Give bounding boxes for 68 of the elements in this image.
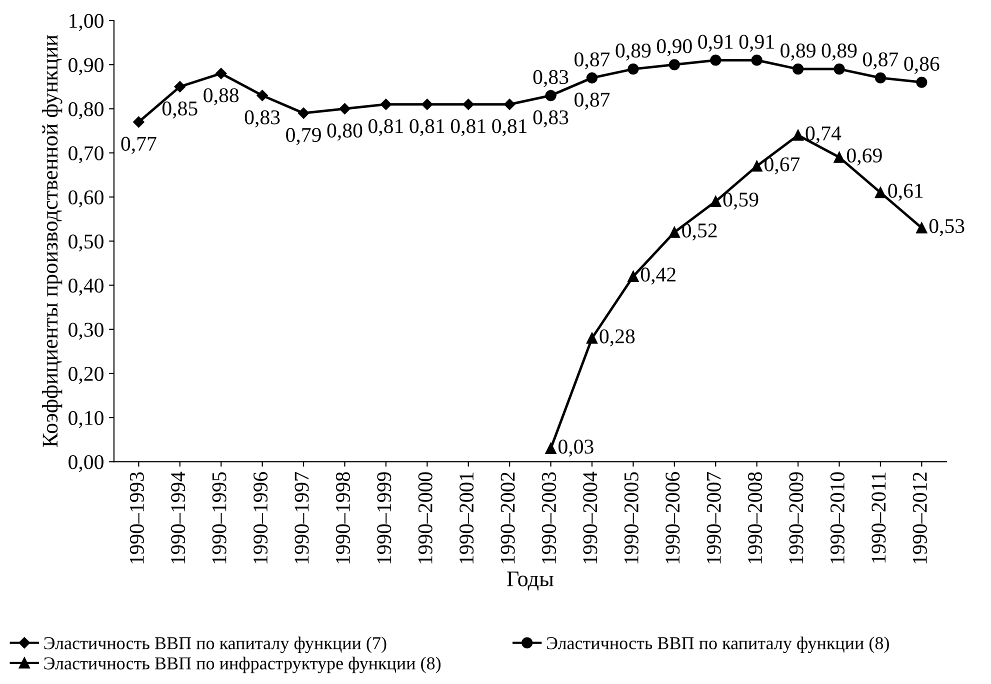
data-label: 0,86 (904, 56, 940, 74)
data-label: 0,69 (847, 148, 882, 166)
data-label: 0,81 (450, 119, 486, 136)
y-tick-label: 1,00 (70, 14, 104, 31)
data-label: 0,88 (204, 88, 239, 106)
x-tick-label: 1990–2009 (789, 472, 804, 564)
data-label: 0,74 (806, 126, 842, 144)
data-label: 0,53 (929, 219, 964, 236)
data-label: 0,67 (764, 157, 800, 174)
data-label: 0,28 (600, 329, 635, 346)
y-tick-label: 0,00 (68, 455, 104, 472)
data-label: 0,91 (739, 34, 774, 52)
x-tick-label: 1990–1993 (130, 472, 144, 564)
y-tick-label: 0,40 (68, 278, 104, 296)
data-label: 0,61 (888, 184, 923, 201)
x-tick-label: 1990–2001 (460, 472, 474, 564)
x-tick-label: 1990–1997 (294, 472, 309, 564)
x-tick-label: 1990–2012 (912, 472, 927, 564)
x-axis-title: Годы (507, 572, 554, 590)
x-tick-label: 1990–1999 (377, 472, 392, 564)
x-tick-label: 1990–2010 (830, 472, 844, 564)
y-axis-title: Коэффициенты производственной функции (42, 35, 62, 448)
x-tick-label: 1990–2011 (872, 472, 886, 563)
x-tick-label: 1990–1995 (212, 472, 226, 564)
legend-label: Эластичность ВВП по инфраструктуре функции (8) (44, 656, 441, 674)
y-tick-label: 0,50 (68, 234, 104, 252)
data-label: 0,77 (121, 136, 156, 154)
x-tick-label: 1990–2002 (500, 472, 515, 564)
data-label: 0,81 (410, 119, 444, 136)
y-tick-label: 0,90 (68, 58, 104, 76)
data-label: 0,85 (162, 101, 198, 119)
data-label: 0,87 (863, 52, 898, 70)
x-tick-label: 1990–2005 (624, 472, 638, 564)
x-tick-label: 1990–2003 (542, 472, 556, 564)
legend-label: Эластичность ВВП по капиталу функции (8) (547, 636, 889, 654)
data-label: 0,89 (822, 44, 857, 61)
data-label: 0,59 (723, 192, 758, 210)
x-tick-label: 1990–1998 (336, 472, 350, 564)
legend-label: Эластичность ВВП по капиталу функции (7) (44, 636, 386, 654)
data-label: 0,89 (780, 44, 816, 61)
data-label: 0,83 (533, 70, 568, 88)
y-tick-label: 0,70 (68, 146, 104, 164)
y-tick-label: 0,80 (68, 102, 104, 120)
data-label: 0,80 (327, 124, 362, 141)
y-tick-label: 0,30 (68, 322, 104, 340)
x-tick-label: 1990–2006 (666, 472, 680, 564)
x-tick-label: 1990–1994 (171, 472, 186, 564)
y-tick-label: 0,10 (68, 410, 104, 428)
data-label: 0,81 (368, 119, 403, 136)
data-label: 0,87 (574, 52, 610, 70)
data-label: 0,03 (558, 440, 594, 457)
x-tick-label: 1990–2000 (418, 472, 432, 564)
y-tick-label: 0,20 (68, 366, 104, 384)
y-tick-label: 0,60 (68, 190, 104, 208)
x-tick-label: 1990–2004 (583, 472, 598, 564)
x-tick-label: 1990–2008 (748, 472, 762, 564)
data-label: 0,83 (244, 110, 280, 128)
data-label: 0,91 (698, 34, 733, 52)
data-label: 0,89 (616, 44, 651, 61)
data-label: 0,52 (682, 223, 717, 240)
data-label: 0,79 (286, 128, 321, 145)
data-label: 0,42 (640, 268, 676, 285)
data-label: 0,90 (656, 39, 692, 56)
data-label: 0,83 (533, 110, 568, 128)
x-tick-label: 1990–1996 (253, 472, 268, 564)
x-tick-label: 1990–2007 (706, 472, 721, 564)
data-label: 0,81 (492, 119, 527, 136)
data-label: 0,87 (574, 92, 610, 110)
